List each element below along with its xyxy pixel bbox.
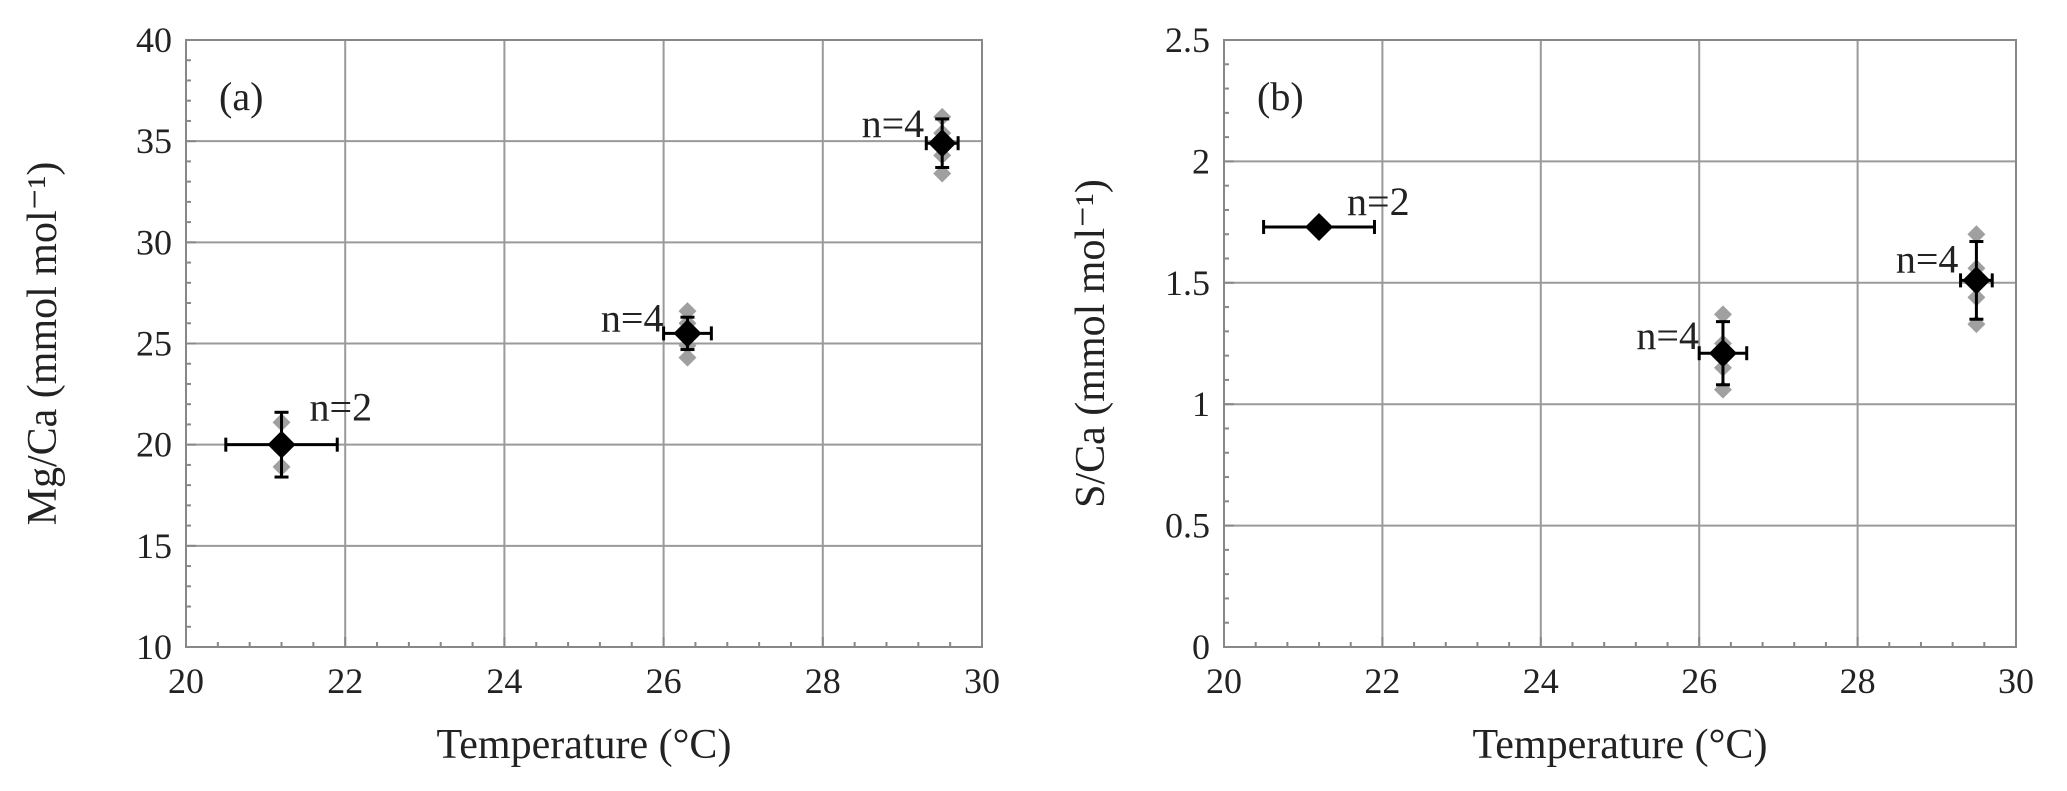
panel-b-chart: 20 22 24 26 28 30 00.511.522.5 n=2n=4n=4 (b) … bbox=[1068, 20, 2034, 768]
panel-a-n-label-2: n=4 bbox=[862, 101, 925, 146]
panel-b-replicate-point-0 bbox=[1713, 305, 1732, 324]
panel-b-n-label-2: n=4 bbox=[1896, 236, 1959, 281]
panel-a-replicate-point-5 bbox=[678, 348, 697, 367]
panel-b-y-tick-label-2: 1 bbox=[1192, 384, 1210, 424]
panel-b-mean-point-1 bbox=[1708, 339, 1737, 368]
panel-b-x-tick-label-0: 20 bbox=[1206, 661, 1242, 701]
panel-a-y-tick-label-6: 40 bbox=[136, 20, 172, 60]
panel-a-x-axis-label: Temperature (°C) bbox=[437, 722, 732, 768]
panel-b-y-tick-label-5: 2.5 bbox=[1165, 20, 1210, 60]
panel-a-replicate-point-9 bbox=[933, 164, 952, 183]
panel-a-n-label-0: n=2 bbox=[310, 385, 373, 430]
panel-b-y-axis-label: S/Ca (mmol mol⁻¹) bbox=[1068, 179, 1114, 508]
panel-a-y-axis-label: Mg/Ca (mmol mol⁻¹) bbox=[20, 162, 66, 526]
panel-a-x-tick-label-2: 24 bbox=[486, 661, 522, 701]
panel-a-replicate-point-6 bbox=[933, 107, 952, 126]
panel-b-x-tick-label-1: 22 bbox=[1364, 661, 1400, 701]
panel-b-n-label-0: n=2 bbox=[1347, 179, 1410, 224]
panel-a-chart: 20 22 24 26 28 30 10 15 20 25 30 35 40 n=2 n=4 n=4 (a… bbox=[20, 20, 1000, 768]
panel-b-y-tick-label-0: 0 bbox=[1192, 627, 1210, 667]
panel-b-x-tick-label-5: 30 bbox=[1998, 661, 2034, 701]
panel-a-mean-point-1 bbox=[673, 319, 702, 348]
panel-b-x-tick-label-3: 26 bbox=[1681, 661, 1717, 701]
panel-b-x-tick-label-4: 28 bbox=[1840, 661, 1876, 701]
panel-b-x-tick-label-2: 24 bbox=[1523, 661, 1559, 701]
panel-a-n-label-1: n=4 bbox=[601, 295, 664, 340]
panel-a-y-tick-label-2: 20 bbox=[136, 425, 172, 465]
panel-a-x-tick-label-1: 22 bbox=[327, 661, 363, 701]
panel-a-y-tick-label-3: 25 bbox=[136, 324, 172, 364]
panel-b-plot-frame bbox=[1223, 39, 2017, 648]
panel-b-y-tick-label-4: 2 bbox=[1192, 141, 1210, 181]
panel-a-x-tick-label-5: 30 bbox=[964, 661, 1000, 701]
panel-b-n-label-1: n=4 bbox=[1636, 313, 1699, 358]
panel-a-mean-point-0 bbox=[267, 430, 296, 459]
panel-a-mean-point-2 bbox=[928, 129, 957, 158]
panel-a-y-tick-label-0: 10 bbox=[136, 627, 172, 667]
panel-b-y-tick-label-3: 1.5 bbox=[1165, 263, 1210, 303]
panel-a-x-tick-label-4: 28 bbox=[805, 661, 841, 701]
panel-b-label: (b) bbox=[1257, 74, 1304, 119]
panel-a-x-tick-label-3: 26 bbox=[646, 661, 682, 701]
panel-a-x-tick-label-0: 20 bbox=[168, 661, 204, 701]
panel-a-replicate-point-2 bbox=[678, 302, 697, 321]
panel-a-label: (a) bbox=[219, 74, 263, 119]
panel-a-y-tick-label-1: 15 bbox=[136, 526, 172, 566]
panel-a-y-tick-label-4: 30 bbox=[136, 222, 172, 262]
panel-b-mean-point-2 bbox=[1962, 266, 1991, 295]
panel-a-y-tick-label-5: 35 bbox=[136, 121, 172, 161]
panel-b-replicate-point-4 bbox=[1967, 225, 1986, 244]
panel-b-mean-point-0 bbox=[1305, 212, 1334, 241]
panel-b-x-axis-label: Temperature (°C) bbox=[1473, 722, 1768, 768]
panel-b-y-tick-label-1: 0.5 bbox=[1165, 506, 1210, 546]
